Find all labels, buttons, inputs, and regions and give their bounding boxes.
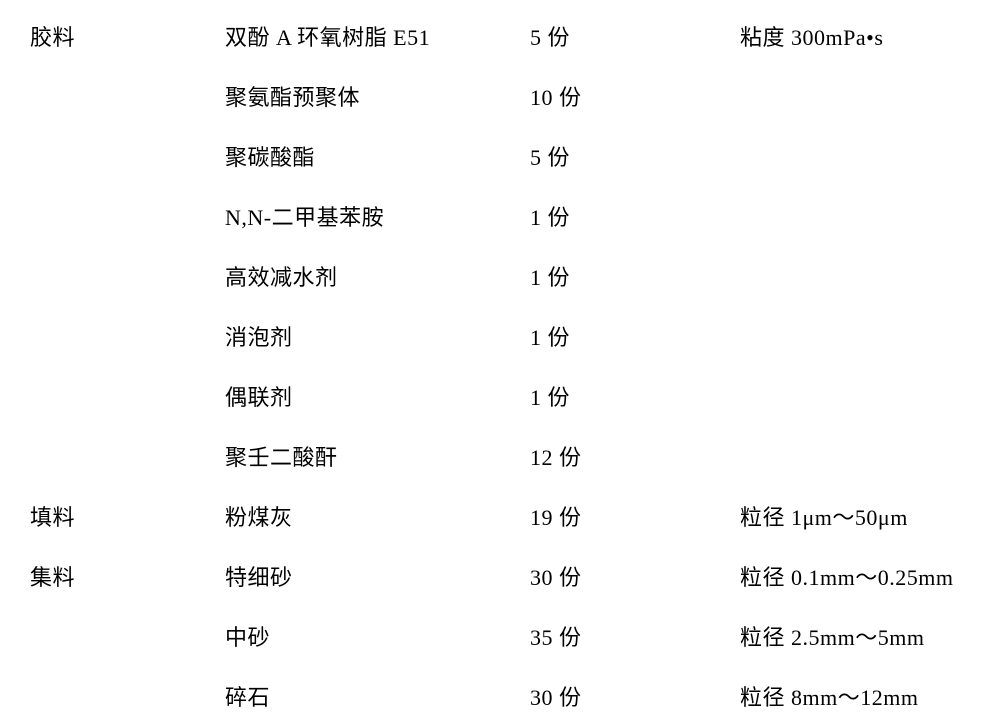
- table-row: 高效减水剂 1 份: [30, 260, 970, 292]
- formula-table: 胶料 双酚 A 环氧树脂 E51 5 份 粘度 300mPa•s 聚氨酯预聚体 …: [30, 20, 970, 712]
- component-cell: 中砂: [225, 625, 270, 650]
- table-row: 碎石 30 份 粒径 8mm～12mm: [30, 680, 970, 712]
- component-cell: 聚壬二酸酐: [225, 445, 338, 470]
- table-row: 胶料 双酚 A 环氧树脂 E51 5 份 粘度 300mPa•s: [30, 20, 970, 52]
- note-cell: 粒径 1μm～50μm: [740, 505, 908, 530]
- category-cell: 胶料: [30, 25, 75, 50]
- component-cell: 偶联剂: [225, 385, 293, 410]
- amount-cell: 1 份: [530, 205, 570, 230]
- note-cell: 粘度 300mPa•s: [740, 25, 883, 50]
- table-row: 偶联剂 1 份: [30, 380, 970, 412]
- component-cell: 聚碳酸酯: [225, 145, 315, 170]
- table-row: 聚碳酸酯 5 份: [30, 140, 970, 172]
- table-row: 填料 粉煤灰 19 份 粒径 1μm～50μm: [30, 500, 970, 532]
- amount-cell: 30 份: [530, 565, 582, 590]
- component-cell: 粉煤灰: [225, 505, 293, 530]
- amount-cell: 1 份: [530, 265, 570, 290]
- amount-cell: 35 份: [530, 625, 582, 650]
- amount-cell: 5 份: [530, 25, 570, 50]
- note-cell: 粒径 8mm～12mm: [740, 685, 918, 710]
- amount-cell: 19 份: [530, 505, 582, 530]
- table-row: 聚氨酯预聚体 10 份: [30, 80, 970, 112]
- amount-cell: 1 份: [530, 385, 570, 410]
- amount-cell: 12 份: [530, 445, 582, 470]
- component-cell: 消泡剂: [225, 325, 293, 350]
- table-row: 聚壬二酸酐 12 份: [30, 440, 970, 472]
- amount-cell: 30 份: [530, 685, 582, 710]
- note-cell: 粒径 0.1mm～0.25mm: [740, 565, 953, 590]
- category-cell: 集料: [30, 565, 75, 590]
- component-cell: 碎石: [225, 685, 270, 710]
- amount-cell: 1 份: [530, 325, 570, 350]
- component-cell: N,N-二甲基苯胺: [225, 205, 384, 230]
- table-row: 中砂 35 份 粒径 2.5mm～5mm: [30, 620, 970, 652]
- table-row: 消泡剂 1 份: [30, 320, 970, 352]
- component-cell: 聚氨酯预聚体: [225, 85, 360, 110]
- table-row: 集料 特细砂 30 份 粒径 0.1mm～0.25mm: [30, 560, 970, 592]
- component-cell: 双酚 A 环氧树脂 E51: [225, 25, 430, 50]
- amount-cell: 10 份: [530, 85, 582, 110]
- note-cell: 粒径 2.5mm～5mm: [740, 625, 924, 650]
- component-cell: 高效减水剂: [225, 265, 338, 290]
- category-cell: 填料: [30, 505, 75, 530]
- table-row: N,N-二甲基苯胺 1 份: [30, 200, 970, 232]
- component-cell: 特细砂: [225, 565, 293, 590]
- amount-cell: 5 份: [530, 145, 570, 170]
